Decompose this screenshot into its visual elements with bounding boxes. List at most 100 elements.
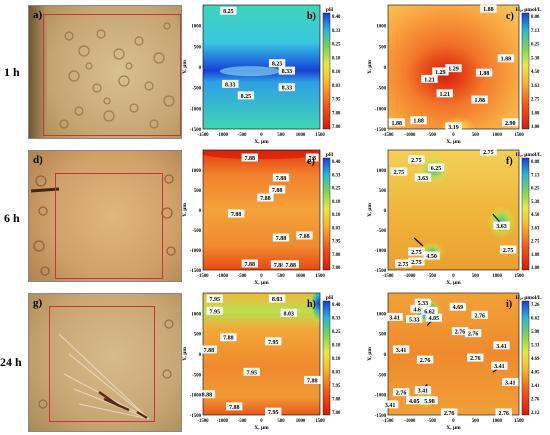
value-label-bg xyxy=(471,310,488,319)
x-tick-label: -1500 xyxy=(382,274,394,279)
value-label-bg xyxy=(414,298,432,307)
value-label-bg xyxy=(416,355,434,364)
x-tick-label: 0 xyxy=(260,133,263,138)
value-label: 7.88 xyxy=(245,262,256,268)
value-label-bg xyxy=(475,68,493,77)
value-label-bg xyxy=(425,313,443,322)
value-label: 2.76 xyxy=(474,313,485,319)
row-label-1h: 1 h xyxy=(4,65,20,79)
value-label: 3.41 xyxy=(389,315,400,321)
x-tick-label: 1000 xyxy=(296,133,306,138)
y-tick-label: -1000 xyxy=(375,249,387,254)
value-label: 1.88 xyxy=(413,119,424,125)
colorbar-tick-label: 6.25 xyxy=(531,43,540,48)
micrograph-g-scratches xyxy=(38,319,174,420)
y-tick-label: -1000 xyxy=(190,107,202,112)
colorbar-tick-label: 8.10 xyxy=(332,213,341,218)
value-label: 3.41 xyxy=(494,364,505,370)
y-tick-label: 0 xyxy=(384,209,387,214)
value-label: 8.25 xyxy=(272,62,283,68)
value-label-bg xyxy=(226,402,243,411)
y-tick-label: 500 xyxy=(379,333,387,338)
micrograph-d: d) xyxy=(28,150,182,282)
colorbar-c xyxy=(521,12,530,130)
colorbar-tick-label: 8.18 xyxy=(332,56,341,61)
x-tick-label: -1500 xyxy=(197,419,209,424)
value-label-bg xyxy=(497,54,515,63)
value-label: 2.75 xyxy=(398,262,409,268)
value-label: 1.21 xyxy=(424,77,435,83)
value-label-bg xyxy=(408,257,425,266)
x-tick-label: 0 xyxy=(260,274,263,279)
x-tick-label: 0 xyxy=(452,274,455,279)
value-label-bg xyxy=(243,367,260,376)
x-tick-label: -1500 xyxy=(382,419,394,424)
value-label-bg xyxy=(480,147,497,156)
value-label-bg xyxy=(445,122,462,131)
x-axis-label: X, μm xyxy=(446,139,461,145)
value-label: 1.88 xyxy=(391,121,402,127)
colorbar-tick-label: 5.38 xyxy=(531,56,540,61)
value-label: 7.88 xyxy=(231,212,242,218)
value-label-bg xyxy=(432,67,449,76)
x-tick-label: 500 xyxy=(472,419,480,424)
value-label-bg xyxy=(414,386,432,395)
value-label: 8.88 xyxy=(202,393,213,399)
value-label: 3.41 xyxy=(396,348,407,354)
value-label-bg xyxy=(502,118,519,127)
map-panel-b: 8.258.258.338.338.338.25b)-1500 -1000 -500… xyxy=(182,4,341,145)
value-label-bg xyxy=(406,314,423,323)
x-tick-label: -1500 xyxy=(197,133,209,138)
colorbar-tick-label: 2.76 xyxy=(531,398,540,403)
panel-label-i: i) xyxy=(506,299,512,310)
value-label-bg xyxy=(464,329,482,338)
colorbar-title: H₂, μmol/L xyxy=(516,7,542,13)
x-tick-label: -1500 xyxy=(382,133,394,138)
colorbar-tick-label: 4.50 xyxy=(531,70,540,75)
value-label-bg xyxy=(206,294,223,303)
y-tick-label: -1000 xyxy=(190,394,202,399)
value-label-bg xyxy=(265,407,282,416)
colorbar-tick-label: 2.12 xyxy=(531,411,540,416)
y-tick-label: 0 xyxy=(199,353,202,358)
panel-label-e: e) xyxy=(307,156,315,167)
x-tick-label: -1000 xyxy=(217,419,229,424)
value-label-bg xyxy=(268,59,286,68)
y-tick-label: -500 xyxy=(192,87,201,92)
value-label: 7.88 xyxy=(307,378,318,384)
y-tick-label: -500 xyxy=(192,229,201,234)
x-tick-label: 1500 xyxy=(514,419,524,424)
x-tick-label: 1500 xyxy=(315,419,325,424)
colorbar-tick-label: 4.69 xyxy=(531,357,540,362)
value-label: 7.88 xyxy=(286,263,297,269)
colorbar-tick-label: 8.40 xyxy=(332,160,341,165)
value-label: 2.75 xyxy=(411,158,422,164)
value-label-bg xyxy=(198,390,216,399)
value-label: 3.41 xyxy=(496,344,507,350)
map-panel-e: 7.88 7.87.887.887.887.887.88 7.887.88 7.88 7… xyxy=(182,149,341,286)
panel-label-c: c) xyxy=(506,11,514,22)
value-label-bg xyxy=(408,247,425,256)
y-tick-label: 1000 xyxy=(191,25,201,30)
value-label-bg xyxy=(436,89,453,98)
value-label-bg xyxy=(241,259,258,268)
y-axis-label: Y, μm xyxy=(367,203,373,217)
micrograph-g: g) xyxy=(28,293,182,432)
colorbar-title: pH xyxy=(326,7,334,13)
colorbar-tick-label: 8.33 xyxy=(332,29,341,34)
x-tick-label: -1000 xyxy=(404,419,416,424)
value-label: 1.88 xyxy=(483,7,494,13)
x-tick-label: -1000 xyxy=(404,274,416,279)
x-tick-label: 1000 xyxy=(492,274,502,279)
value-label: 8.33 xyxy=(225,82,236,88)
x-tick-label: -500 xyxy=(238,274,247,279)
colorbar-tick-label: 7.80 xyxy=(332,125,341,130)
value-label: 6.62 xyxy=(424,309,435,315)
y-tick-label: 0 xyxy=(199,209,202,214)
value-label: 7.88 xyxy=(276,176,287,182)
y-tick-label: -1000 xyxy=(375,107,387,112)
colorbar-tick-label: 8.25 xyxy=(332,43,341,48)
colorbar-tick-label: 2.75 xyxy=(531,240,540,245)
value-label-bg xyxy=(280,308,297,317)
